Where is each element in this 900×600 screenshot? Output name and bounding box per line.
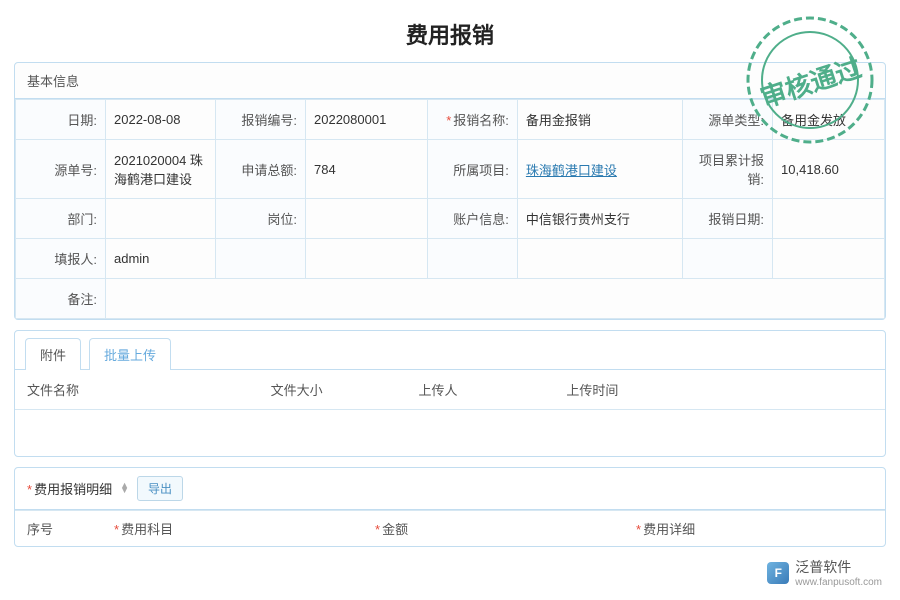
source-type-label: 源单类型: xyxy=(683,100,773,140)
attachment-table: 文件名称 文件大小 上传人 上传时间 xyxy=(15,370,885,456)
basic-info-panel: 基本信息 日期: 2022-08-08 报销编号: 2022080001 *报销… xyxy=(14,62,886,320)
table-row: 日期: 2022-08-08 报销编号: 2022080001 *报销名称: 备… xyxy=(16,100,885,140)
post-value xyxy=(306,199,428,239)
reimb-no-label: 报销编号: xyxy=(216,100,306,140)
project-cum-label: 项目累计报销: xyxy=(683,140,773,199)
basic-info-table: 日期: 2022-08-08 报销编号: 2022080001 *报销名称: 备… xyxy=(15,99,885,319)
export-button[interactable]: 导出 xyxy=(137,476,183,501)
tab-attachment[interactable]: 附件 xyxy=(25,338,81,370)
col-seq: 序号 xyxy=(15,510,102,546)
reimb-name-value: 备用金报销 xyxy=(517,100,682,140)
batch-upload-button[interactable]: 批量上传 xyxy=(89,338,171,370)
page-title: 费用报销 xyxy=(0,0,900,62)
detail-panel: *费用报销明细 ▲▼ 导出 序号 *费用科目 *金额 *费用详细 xyxy=(14,467,886,547)
dept-value xyxy=(106,199,216,239)
col-filesize: 文件大小 xyxy=(259,370,407,410)
reimb-date-value xyxy=(773,199,885,239)
table-row: 部门: 岗位: 账户信息: 中信银行贵州支行 报销日期: xyxy=(16,199,885,239)
source-no-value: 2021020004 珠海鹤港口建设 xyxy=(106,140,216,199)
col-amount: *金额 xyxy=(363,510,624,546)
filler-label: 填报人: xyxy=(16,239,106,279)
detail-header: *费用报销明细 ▲▼ 导出 xyxy=(15,468,885,510)
filler-value: admin xyxy=(106,239,216,279)
apply-total-value: 784 xyxy=(306,140,428,199)
project-value: 珠海鹤港口建设 xyxy=(517,140,682,199)
reimb-date-label: 报销日期: xyxy=(683,199,773,239)
brand-url: www.fanpusoft.com xyxy=(795,577,882,588)
table-row: 源单号: 2021020004 珠海鹤港口建设 申请总额: 784 所属项目: … xyxy=(16,140,885,199)
empty-attachment-row xyxy=(15,410,885,456)
table-row: 备注: xyxy=(16,279,885,319)
detail-title: *费用报销明细 xyxy=(27,479,112,498)
sort-icon[interactable]: ▲▼ xyxy=(120,483,129,493)
col-uploader: 上传人 xyxy=(406,370,554,410)
col-subject: *费用科目 xyxy=(102,510,363,546)
project-cum-value: 10,418.60 xyxy=(773,140,885,199)
col-op xyxy=(772,370,885,410)
post-label: 岗位: xyxy=(216,199,306,239)
reimb-name-label: *报销名称: xyxy=(427,100,517,140)
brand-name: 泛普软件 xyxy=(795,557,882,577)
col-filename: 文件名称 xyxy=(15,370,259,410)
brand-logo-icon: F xyxy=(767,562,789,584)
source-no-label: 源单号: xyxy=(16,140,106,199)
col-uploadtime: 上传时间 xyxy=(554,370,772,410)
attachment-header: 附件 批量上传 xyxy=(15,331,885,370)
remark-label: 备注: xyxy=(16,279,106,319)
date-value: 2022-08-08 xyxy=(106,100,216,140)
source-type-value: 备用金发放 xyxy=(773,100,885,140)
watermark: F 泛普软件 www.fanpusoft.com xyxy=(767,557,882,588)
apply-total-label: 申请总额: xyxy=(216,140,306,199)
reimb-no-value: 2022080001 xyxy=(306,100,428,140)
detail-table: 序号 *费用科目 *金额 *费用详细 xyxy=(15,510,885,546)
date-label: 日期: xyxy=(16,100,106,140)
col-more: *费用详细 xyxy=(624,510,885,546)
remark-value xyxy=(106,279,885,319)
basic-info-header: 基本信息 xyxy=(15,63,885,99)
project-label: 所属项目: xyxy=(427,140,517,199)
table-row: 填报人: admin xyxy=(16,239,885,279)
dept-label: 部门: xyxy=(16,199,106,239)
account-label: 账户信息: xyxy=(427,199,517,239)
account-value: 中信银行贵州支行 xyxy=(517,199,682,239)
project-link[interactable]: 珠海鹤港口建设 xyxy=(526,163,617,178)
attachment-panel: 附件 批量上传 文件名称 文件大小 上传人 上传时间 xyxy=(14,330,886,457)
